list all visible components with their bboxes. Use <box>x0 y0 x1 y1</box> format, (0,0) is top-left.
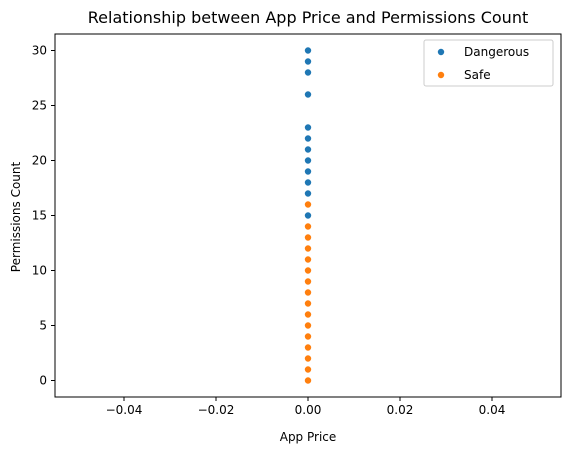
plot-area: −0.04 −0.02 0.00 0.02 0.04 0 5 10 15 20 25 30 Danger… <box>32 33 562 417</box>
safe-point <box>303 376 312 385</box>
y-tick-label: 30 <box>32 44 47 58</box>
safe-point <box>303 343 312 352</box>
chart-title: Relationship between App Price and Permi… <box>88 8 528 27</box>
y-tick-label: 15 <box>32 209 47 223</box>
safe-point <box>303 200 312 209</box>
safe-point <box>303 255 312 264</box>
safe-point <box>303 332 312 341</box>
safe-point <box>303 299 312 308</box>
safe-point <box>303 233 312 242</box>
dangerous-point <box>303 68 312 77</box>
y-axis-label: Permissions Count <box>9 161 23 272</box>
x-tick-label: 0.02 <box>387 403 414 417</box>
safe-point <box>303 354 312 363</box>
x-tick-label: 0.04 <box>479 403 506 417</box>
x-tick-label: −0.04 <box>106 403 143 417</box>
dangerous-point <box>303 134 312 143</box>
safe-point <box>303 365 312 374</box>
legend-marker-safe <box>436 71 445 80</box>
legend-label-safe: Safe <box>464 68 491 82</box>
safe-point <box>303 321 312 330</box>
x-tick-label: −0.02 <box>198 403 235 417</box>
y-tick-label: 20 <box>32 154 47 168</box>
legend: Dangerous Safe <box>423 39 554 87</box>
dangerous-point <box>303 145 312 154</box>
y-tick-label: 10 <box>32 264 47 278</box>
dangerous-point <box>303 211 312 220</box>
dangerous-point <box>303 178 312 187</box>
dangerous-point <box>303 123 312 132</box>
safe-point <box>303 222 312 231</box>
legend-label-dangerous: Dangerous <box>464 45 529 59</box>
dangerous-point <box>303 189 312 198</box>
legend-box <box>423 39 554 87</box>
safe-point <box>303 277 312 286</box>
safe-point <box>303 244 312 253</box>
safe-point <box>303 310 312 319</box>
y-tick-label: 25 <box>32 99 47 113</box>
legend-marker-dangerous <box>436 48 445 57</box>
y-tick-label: 5 <box>39 319 47 333</box>
safe-point <box>303 266 312 275</box>
dangerous-point <box>303 90 312 99</box>
dangerous-point <box>303 46 312 55</box>
x-tick-label: 0.00 <box>295 403 322 417</box>
dangerous-point <box>303 57 312 66</box>
dangerous-point <box>303 156 312 165</box>
x-axis-label: App Price <box>280 430 337 444</box>
dangerous-point <box>303 167 312 176</box>
y-tick-label: 0 <box>39 374 47 388</box>
safe-point <box>303 288 312 297</box>
